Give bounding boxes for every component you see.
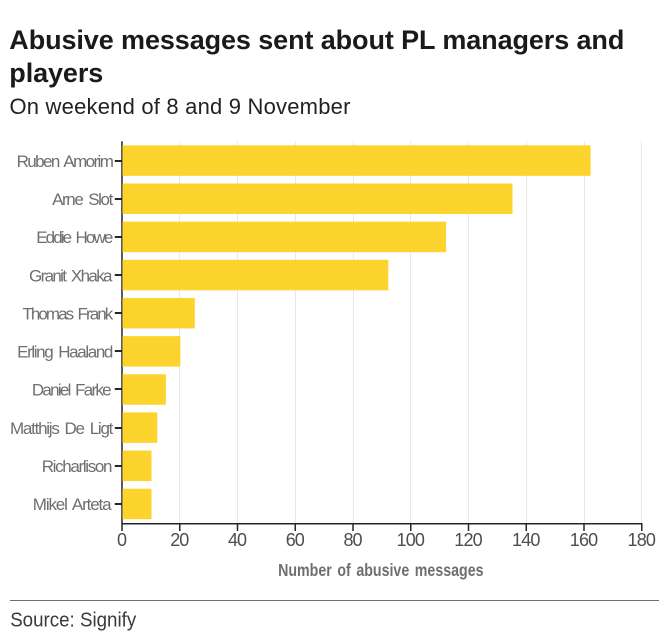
svg-text:Source: Signify: Source: Signify	[10, 608, 137, 631]
svg-text:100: 100	[397, 530, 425, 550]
svg-text:Eddie Howe: Eddie Howe	[36, 228, 113, 247]
svg-text:40: 40	[228, 530, 247, 550]
svg-text:160: 160	[570, 530, 598, 550]
svg-text:0: 0	[117, 530, 127, 550]
svg-text:Ruben Amorim: Ruben Amorim	[17, 152, 114, 171]
svg-text:Thomas Frank: Thomas Frank	[22, 304, 113, 323]
svg-text:Matthijs De Ligt: Matthijs De Ligt	[10, 419, 114, 438]
svg-text:Erling Haaland: Erling Haaland	[17, 343, 113, 362]
svg-text:Mikel Arteta: Mikel Arteta	[33, 495, 112, 514]
svg-text:80: 80	[344, 530, 363, 550]
svg-text:60: 60	[286, 530, 305, 550]
svg-text:140: 140	[512, 530, 540, 550]
svg-text:Richarlison: Richarlison	[42, 457, 113, 476]
svg-text:180: 180	[628, 530, 656, 550]
svg-text:20: 20	[170, 530, 189, 550]
svg-text:Number of abusive messages: Number of abusive messages	[278, 560, 484, 580]
svg-text:120: 120	[454, 530, 482, 550]
svg-text:Daniel Farke: Daniel Farke	[32, 381, 112, 400]
svg-text:Arne Slot: Arne Slot	[52, 190, 113, 209]
svg-text:Granit Xhaka: Granit Xhaka	[29, 266, 113, 285]
